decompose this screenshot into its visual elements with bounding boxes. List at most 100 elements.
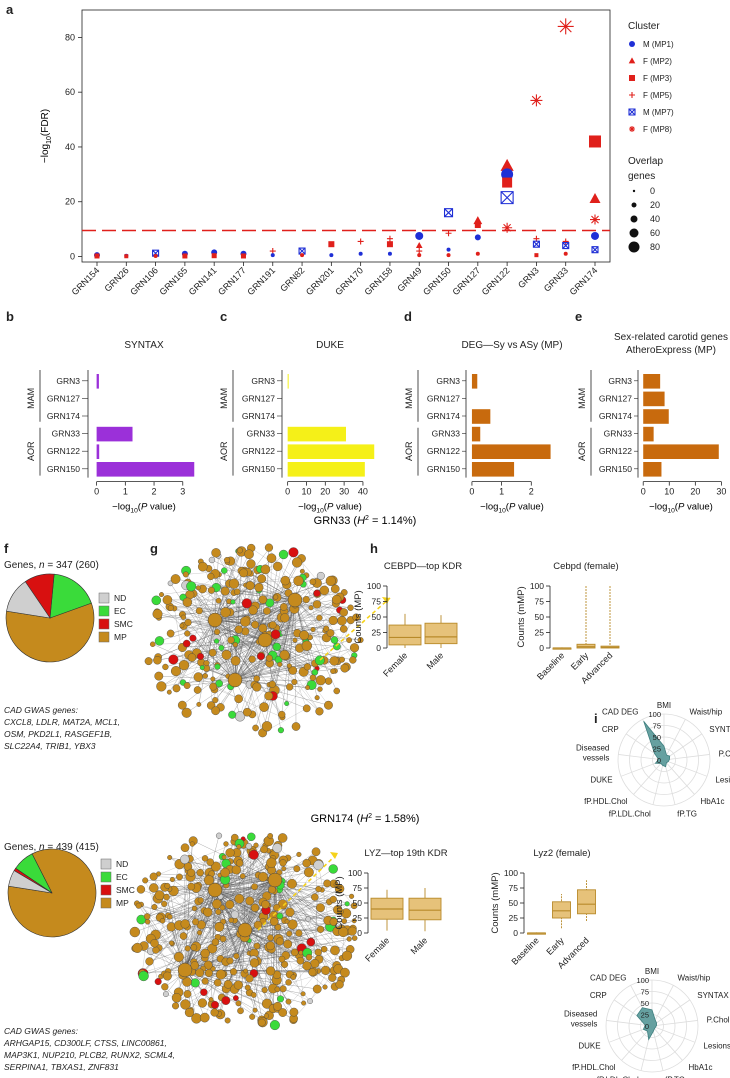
- network-node: [180, 854, 190, 865]
- network-node: [293, 575, 304, 586]
- network-node: [311, 669, 319, 676]
- x-tick-label: Male: [425, 650, 446, 671]
- x-tick-label: GRN82: [278, 265, 306, 293]
- network-edge: [312, 889, 319, 973]
- network-node: [211, 938, 220, 946]
- y-tick-label: 75: [372, 597, 382, 607]
- radar-axis-label: BMI: [645, 967, 659, 976]
- network-node: [261, 987, 268, 994]
- y-tick-label: 50: [535, 612, 545, 622]
- y-tick-label: 0: [357, 928, 362, 938]
- radar-axis-label: fP.TG: [677, 809, 697, 818]
- tspan: (: [324, 502, 328, 513]
- pie-legend-label: MP: [116, 898, 129, 908]
- x-tick-label: 10: [301, 487, 311, 497]
- network-node: [129, 926, 141, 938]
- network-node: [349, 893, 355, 899]
- network-node: [286, 683, 294, 691]
- network-edge: [249, 684, 263, 733]
- network-node: [333, 882, 339, 888]
- network-node: [273, 1001, 283, 1011]
- network-node: [181, 707, 192, 718]
- network-node: [156, 681, 167, 692]
- network-node: [299, 568, 305, 574]
- network-node: [333, 905, 343, 915]
- network-node: [149, 872, 158, 881]
- network-node: [313, 589, 321, 597]
- network-node: [303, 867, 314, 878]
- box-body: [576, 643, 596, 649]
- bar-panel-b: SYNTAX MAM AOR GRN3 GRN127 GRN174 GRN33 GRN122 G…: [26, 340, 195, 515]
- network-edge: [303, 584, 353, 661]
- network-node: [191, 905, 198, 912]
- network-node: [242, 707, 252, 717]
- legend-label: F (MP5): [643, 91, 672, 100]
- pie-legend-swatch: [100, 871, 112, 883]
- plot-frame: [81, 9, 611, 263]
- row-label: GRN3: [436, 376, 460, 386]
- network-node: [258, 623, 268, 633]
- group-label: MAM: [577, 388, 587, 409]
- bar: [643, 374, 661, 389]
- radar-axis-label: CRP: [590, 991, 607, 1000]
- x-tick-label: GRN170: [333, 265, 365, 297]
- pie-legend-swatch: [100, 884, 112, 896]
- network-node: [279, 859, 287, 867]
- network-node: [287, 919, 298, 930]
- network-node: [235, 1000, 242, 1007]
- network-node: [197, 998, 208, 1008]
- network-node: [170, 666, 182, 677]
- network-edge: [152, 644, 236, 681]
- tspan: 10: [498, 508, 506, 515]
- point-asterisk: [557, 18, 574, 35]
- network-node: [315, 885, 322, 893]
- point-xsquare: [500, 191, 514, 205]
- pie-legend-label: MP: [114, 632, 127, 642]
- network-node: [176, 873, 183, 881]
- network-node: [199, 1012, 210, 1023]
- network-hub: [267, 872, 283, 888]
- point-circle: [446, 247, 451, 252]
- bar-panel-c: DUKE MAM AOR GRN3 GRN127 GRN174 GRN33 GRN122 GRN…: [219, 340, 375, 515]
- point-circle: [300, 253, 305, 258]
- gwas-line: MAP3K1, NUP210, PLCB2, RUNX2, SCML4,: [4, 1050, 175, 1060]
- network-edge: [234, 679, 290, 688]
- row-label: GRN3: [56, 376, 80, 386]
- network-node: [253, 920, 263, 930]
- network-edge: [184, 969, 239, 1004]
- network-node: [275, 937, 284, 946]
- network-node: [214, 663, 221, 670]
- network-node: [180, 614, 187, 620]
- network-edge: [204, 840, 269, 1018]
- network-node: [257, 652, 265, 661]
- tspan: (: [675, 502, 679, 513]
- network-node: [302, 596, 310, 604]
- network-node: [307, 998, 313, 1005]
- network-node: [237, 547, 243, 554]
- size-legend-dot: [632, 189, 636, 193]
- network-node: [288, 666, 298, 675]
- panel-label-i: i: [594, 711, 598, 726]
- network-edge: [199, 904, 218, 973]
- network-node: [228, 578, 240, 589]
- network-node: [198, 561, 208, 572]
- radar-spoke: [651, 1025, 696, 1043]
- network-node: [310, 627, 316, 633]
- pie-legend-swatch: [98, 631, 110, 643]
- x-tick-label: 0: [94, 487, 99, 497]
- point-square: [534, 253, 539, 258]
- network-node: [151, 595, 162, 606]
- y-axis-label: Counts (MP): [334, 876, 345, 929]
- group-label: AOR: [404, 441, 414, 461]
- bar: [643, 426, 654, 442]
- size-legend-dot: [630, 215, 638, 223]
- radar-tick: 0: [657, 756, 661, 765]
- x-tick-label: GRN174: [568, 265, 600, 297]
- network-node: [326, 629, 335, 637]
- network-node: [192, 918, 200, 926]
- y-tick-label: 25: [509, 913, 519, 923]
- network-hub: [177, 962, 193, 978]
- radar-axis-label: Diseased: [576, 743, 609, 752]
- radar-spoke: [606, 1020, 653, 1027]
- network-node: [322, 984, 328, 990]
